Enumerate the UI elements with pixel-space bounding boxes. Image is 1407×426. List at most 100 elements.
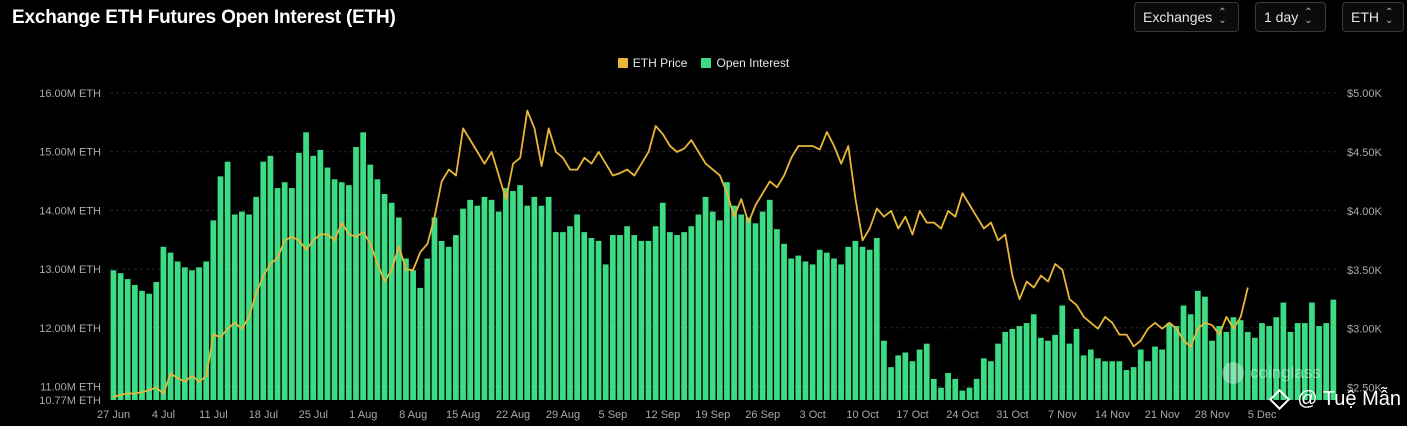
oi-bar — [1130, 367, 1137, 400]
exchanges-select[interactable]: Exchanges ⌃ ⌄ — [1134, 2, 1239, 32]
oi-bar — [117, 273, 124, 400]
legend-label-eth-price: ETH Price — [632, 56, 688, 70]
oi-bar — [395, 217, 402, 400]
oi-bar — [124, 279, 131, 400]
interval-select[interactable]: 1 day ⌃ ⌄ — [1255, 2, 1326, 32]
oi-bar — [645, 240, 652, 400]
oi-bar — [1180, 305, 1187, 400]
x-tick-label: 15 Aug — [446, 409, 480, 421]
oi-bar — [980, 358, 987, 400]
coin-select-label: ETH — [1351, 9, 1379, 25]
oi-bar — [938, 387, 944, 400]
oi-bar — [267, 155, 274, 400]
oi-bar — [524, 205, 531, 400]
oi-bar — [909, 361, 916, 400]
y-right-tick-label: $5.00K — [1347, 88, 1383, 100]
oi-bar — [1173, 326, 1180, 400]
oi-bar — [781, 243, 787, 400]
oi-bar — [1251, 337, 1258, 400]
oi-bar — [1116, 361, 1123, 400]
page-title: Exchange ETH Futures Open Interest (ETH) — [12, 7, 396, 28]
oi-bar — [1202, 296, 1208, 400]
y-right-tick-label: $2.50K — [1347, 383, 1383, 395]
oi-bar — [1287, 331, 1294, 400]
oi-bar — [160, 246, 167, 400]
x-tick-label: 4 Jul — [152, 409, 175, 421]
oi-bar — [966, 387, 973, 400]
oi-bar — [716, 220, 723, 400]
x-tick-label: 5 Sep — [599, 409, 628, 421]
oi-bar — [545, 196, 552, 400]
coinglass-logo-icon — [1222, 362, 1244, 384]
oi-bar — [752, 223, 759, 400]
y-right-tick-label: $4.50K — [1347, 147, 1383, 159]
x-tick-label: 11 Jul — [199, 409, 228, 421]
oi-bar — [552, 232, 559, 400]
x-tick-label: 10 Oct — [846, 409, 878, 421]
y-left-tick-label: 11.00M ETH — [40, 381, 101, 393]
legend-label-open-interest: Open Interest — [716, 56, 790, 70]
oi-bar — [260, 161, 267, 400]
legend-item-eth-price[interactable]: ETH Price — [617, 56, 688, 70]
oi-bar — [1187, 314, 1194, 400]
oi-bar — [1066, 343, 1073, 400]
oi-bar — [1230, 317, 1237, 400]
legend-item-open-interest[interactable]: Open Interest — [701, 56, 789, 70]
x-tick-label: 27 Jun — [97, 409, 130, 421]
oi-bar — [831, 258, 837, 400]
x-tick-label: 24 Oct — [946, 409, 978, 421]
oi-bar — [823, 252, 830, 400]
oi-bar — [581, 232, 588, 400]
oi-bar — [381, 193, 388, 400]
oi-bar — [609, 235, 616, 400]
oi-bar — [445, 246, 452, 400]
oi-bar — [588, 237, 595, 400]
chart-legend: ETH Price Open Interest — [0, 56, 1407, 70]
oi-bar — [203, 261, 210, 400]
oi-bar — [1002, 331, 1009, 400]
oi-bar — [1059, 305, 1066, 400]
x-tick-label: 1 Aug — [349, 409, 377, 421]
coin-select[interactable]: ETH ⌃ ⌄ — [1342, 2, 1404, 32]
oi-bar — [952, 378, 959, 400]
oi-bar — [1073, 328, 1080, 400]
oi-bar — [417, 287, 424, 400]
oi-bar — [731, 205, 737, 400]
oi-bar — [1137, 349, 1144, 400]
oi-bar — [288, 188, 295, 400]
oi-bar — [1144, 361, 1151, 400]
legend-swatch-open-interest — [701, 58, 712, 68]
oi-bar — [774, 229, 780, 400]
oi-bar — [1123, 370, 1130, 400]
oi-bar — [210, 220, 217, 400]
credit-text: @ Tuệ Mẫn — [1297, 388, 1401, 410]
oi-bar — [310, 155, 317, 400]
oi-bar — [1102, 361, 1108, 400]
x-tick-label: 22 Aug — [496, 409, 530, 421]
oi-bar — [338, 182, 345, 400]
oi-bar — [759, 211, 766, 400]
oi-bar — [595, 240, 602, 400]
x-tick-label: 18 Jul — [249, 409, 278, 421]
y-left-tick-label: 14.00M ETH — [39, 205, 101, 217]
oi-bar — [788, 258, 795, 400]
x-tick-label: 29 Aug — [546, 409, 580, 421]
oi-bar — [667, 232, 673, 400]
oi-bar — [1223, 331, 1230, 400]
oi-bar — [403, 258, 409, 400]
oi-bar — [888, 367, 894, 400]
oi-bar — [1309, 302, 1315, 400]
oi-bar — [945, 372, 951, 400]
oi-bar — [410, 270, 416, 400]
oi-bar — [502, 188, 509, 400]
oi-bar — [681, 232, 688, 400]
oi-bar — [1109, 361, 1116, 400]
oi-bar — [531, 196, 538, 400]
oi-bar — [253, 196, 260, 400]
y-left-tick-label: 10.77M ETH — [39, 395, 101, 407]
legend-swatch-eth-price — [617, 58, 628, 68]
oi-bar — [153, 282, 160, 400]
oi-bar — [424, 258, 431, 400]
oi-bar — [688, 226, 695, 400]
